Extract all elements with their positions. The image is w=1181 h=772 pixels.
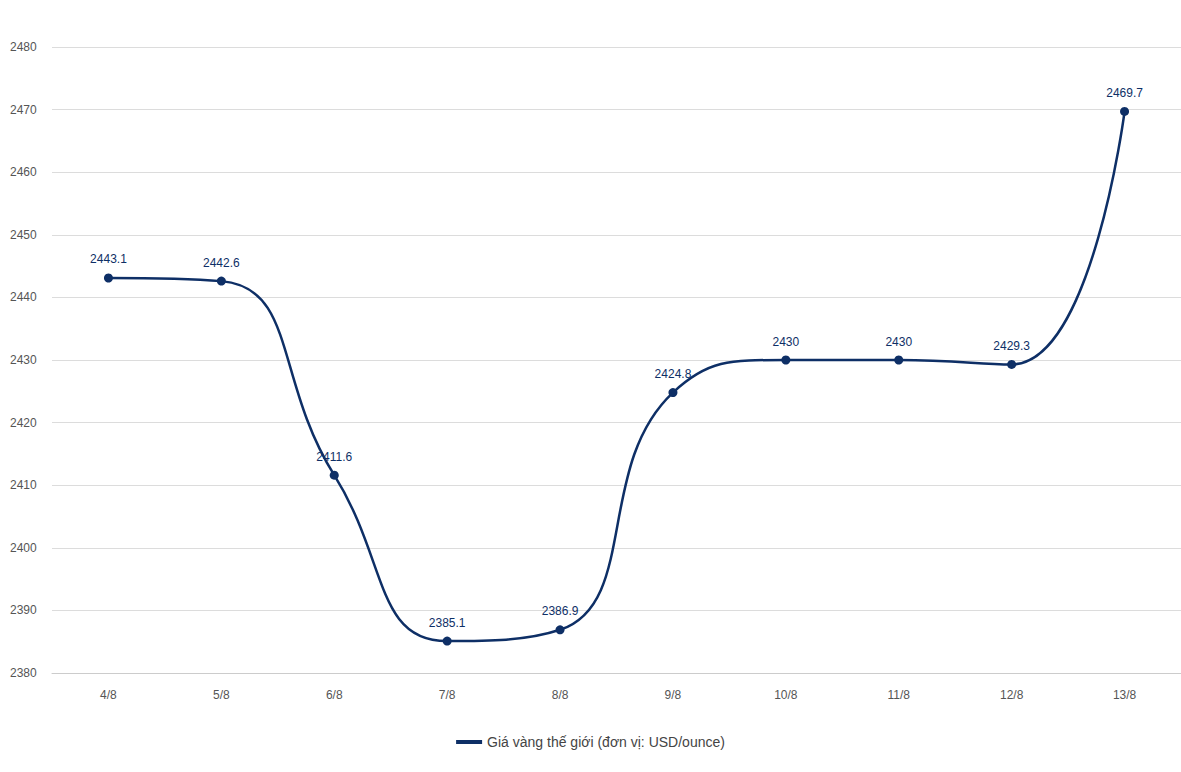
svg-text:12/8: 12/8 bbox=[1000, 688, 1024, 702]
svg-text:2429.3: 2429.3 bbox=[993, 339, 1030, 353]
svg-text:8/8: 8/8 bbox=[552, 688, 569, 702]
svg-text:2443.1: 2443.1 bbox=[90, 252, 127, 266]
svg-text:7/8: 7/8 bbox=[439, 688, 456, 702]
svg-text:2460: 2460 bbox=[10, 165, 37, 179]
svg-text:2386.9: 2386.9 bbox=[542, 604, 579, 618]
svg-text:2411.6: 2411.6 bbox=[316, 450, 352, 464]
svg-text:2410: 2410 bbox=[10, 478, 37, 492]
svg-text:2400: 2400 bbox=[10, 541, 37, 555]
svg-text:2380: 2380 bbox=[10, 666, 37, 680]
svg-text:2430: 2430 bbox=[772, 335, 799, 349]
svg-text:10/8: 10/8 bbox=[774, 688, 798, 702]
svg-text:2469.7: 2469.7 bbox=[1106, 86, 1143, 100]
svg-text:5/8: 5/8 bbox=[213, 688, 230, 702]
svg-text:2440: 2440 bbox=[10, 290, 37, 304]
svg-text:2390: 2390 bbox=[10, 603, 37, 617]
svg-text:9/8: 9/8 bbox=[665, 688, 682, 702]
svg-text:13/8: 13/8 bbox=[1113, 688, 1137, 702]
svg-text:Giá vàng thế giới (đơn vị: USD: Giá vàng thế giới (đơn vị: USD/ounce) bbox=[487, 734, 725, 750]
svg-text:2450: 2450 bbox=[10, 228, 37, 242]
svg-text:2430: 2430 bbox=[10, 353, 37, 367]
svg-text:6/8: 6/8 bbox=[326, 688, 343, 702]
svg-text:2430: 2430 bbox=[885, 335, 912, 349]
svg-text:2480: 2480 bbox=[10, 40, 37, 54]
svg-text:4/8: 4/8 bbox=[100, 688, 117, 702]
svg-text:2470: 2470 bbox=[10, 103, 37, 117]
svg-text:2442.6: 2442.6 bbox=[203, 256, 240, 270]
svg-text:2420: 2420 bbox=[10, 416, 37, 430]
svg-text:2424.8: 2424.8 bbox=[655, 367, 692, 381]
svg-text:2385.1: 2385.1 bbox=[429, 616, 466, 630]
svg-text:11/8: 11/8 bbox=[888, 688, 911, 702]
